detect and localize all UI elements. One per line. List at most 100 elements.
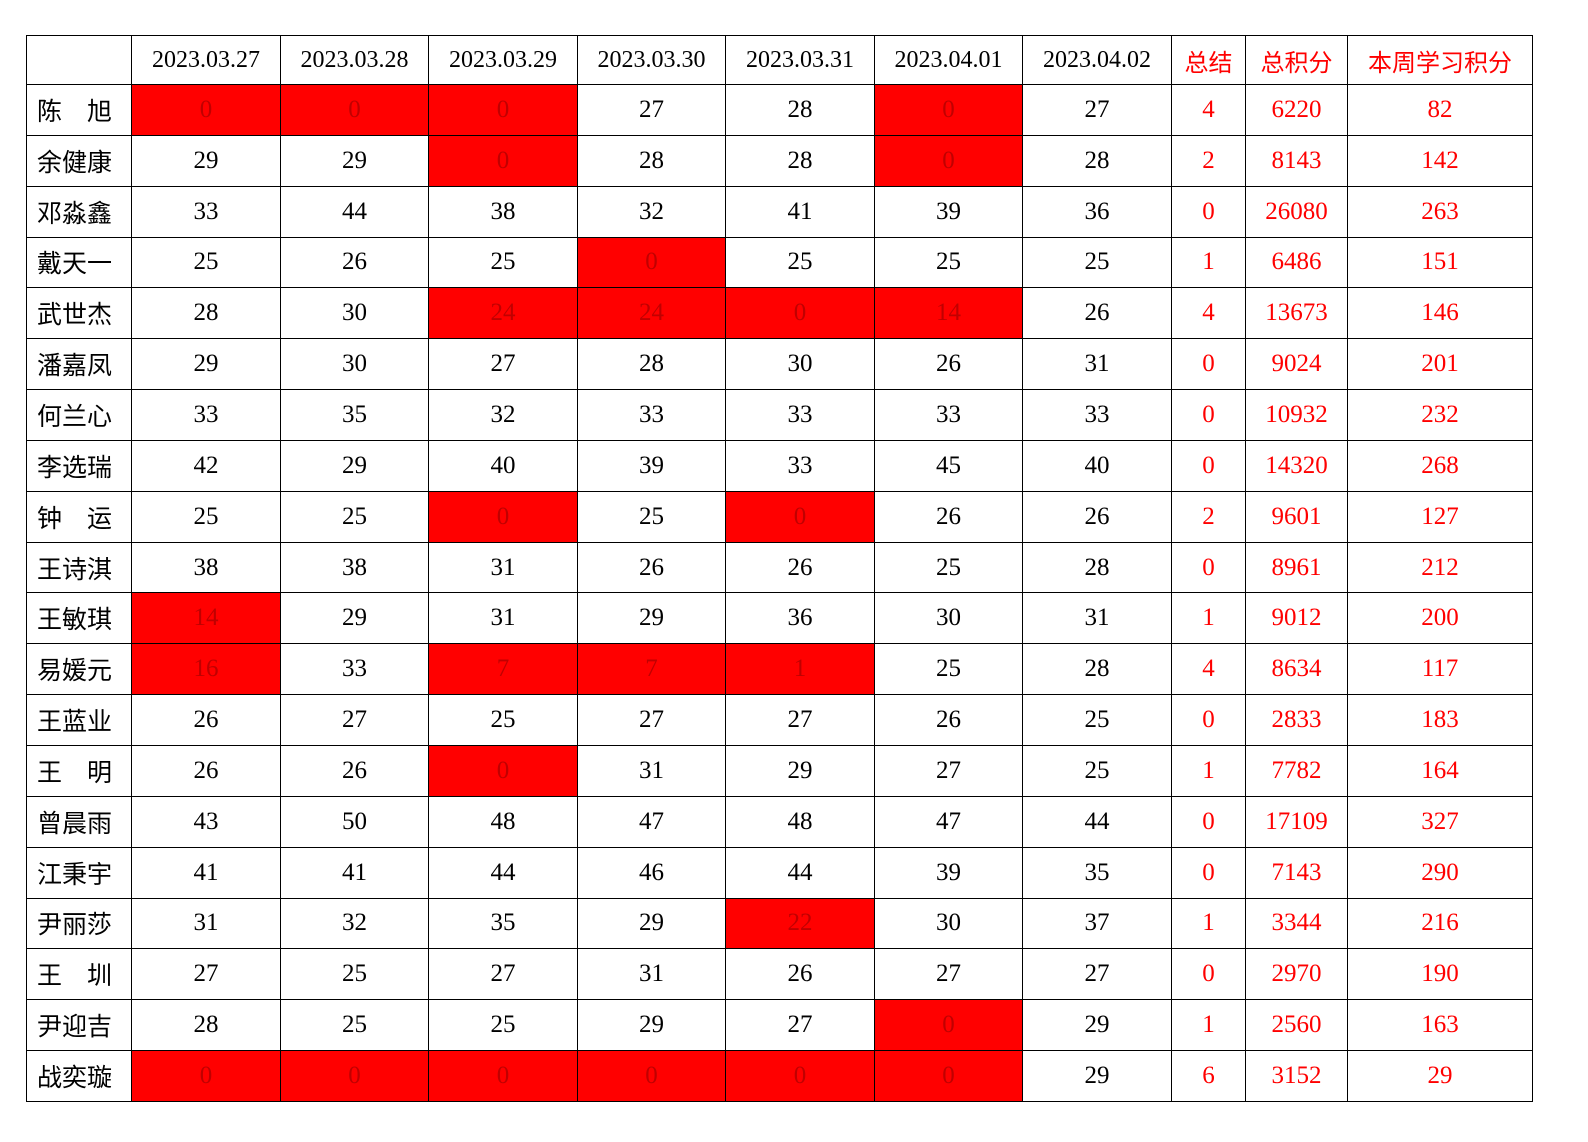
day-cell: 27 [280, 694, 429, 746]
day-cell: 14 [874, 287, 1023, 340]
day-cell: 33 [874, 389, 1023, 441]
day-cell: 26 [725, 541, 875, 594]
day-cell: 7 [577, 643, 726, 696]
day-cell: 25 [131, 236, 281, 289]
day-cell: 0 [131, 1050, 281, 1102]
day-cell: 47 [874, 795, 1023, 848]
weekly-cell: 200 [1347, 592, 1533, 645]
day-cell: 30 [280, 287, 429, 340]
day-cell: 42 [131, 439, 281, 492]
day-cell: 31 [1022, 592, 1172, 645]
day-cell: 25 [577, 490, 726, 543]
summary-cell: 0 [1171, 185, 1246, 238]
day-cell: 0 [874, 84, 1023, 136]
day-cell: 29 [577, 897, 726, 950]
day-cell: 30 [725, 338, 875, 391]
header-cell: 本周学习积分 [1347, 35, 1533, 85]
weekly-cell: 117 [1347, 643, 1533, 696]
data-row: 何兰心 33 35 32 33 33 33 33 0 10932 232 [26, 389, 1533, 441]
day-cell: 48 [725, 795, 875, 848]
weekly-cell: 201 [1347, 338, 1533, 391]
weekly-cell: 29 [1347, 1050, 1533, 1102]
day-cell: 24 [428, 287, 578, 340]
day-cell: 0 [725, 1050, 875, 1102]
day-cell: 0 [428, 84, 578, 136]
day-cell: 0 [577, 1050, 726, 1102]
day-cell: 30 [874, 897, 1023, 950]
summary-cell: 2 [1171, 134, 1246, 187]
day-cell: 0 [428, 490, 578, 543]
weekly-cell: 212 [1347, 541, 1533, 594]
day-cell: 25 [428, 694, 578, 746]
data-row: 武世杰 28 30 24 24 0 14 26 4 13673 146 [26, 287, 1533, 340]
data-row: 王蓝业 26 27 25 27 27 26 25 0 2833 183 [26, 694, 1533, 746]
day-cell: 0 [428, 744, 578, 797]
total-cell: 2560 [1245, 999, 1348, 1052]
day-cell: 39 [577, 439, 726, 492]
day-cell: 36 [725, 592, 875, 645]
day-cell: 31 [1022, 338, 1172, 391]
summary-cell: 0 [1171, 948, 1246, 1001]
data-row: 战奕璇 0 0 0 0 0 0 29 6 3152 29 [26, 1050, 1533, 1102]
day-cell: 27 [1022, 948, 1172, 1001]
weekly-cell: 190 [1347, 948, 1533, 1001]
day-cell: 27 [874, 948, 1023, 1001]
day-cell: 0 [725, 287, 875, 340]
day-cell: 33 [725, 389, 875, 441]
weekly-cell: 146 [1347, 287, 1533, 340]
day-cell: 27 [428, 948, 578, 1001]
name-cell: 何兰心 [26, 389, 132, 441]
summary-cell: 0 [1171, 439, 1246, 492]
header-cell: 2023.03.31 [725, 35, 875, 85]
name-cell: 王诗淇 [26, 541, 132, 594]
day-cell: 29 [280, 134, 429, 187]
data-row: 王 圳 27 25 27 31 26 27 27 0 2970 190 [26, 948, 1533, 1001]
name-cell: 尹迎吉 [26, 999, 132, 1052]
name-cell: 尹丽莎 [26, 897, 132, 950]
total-cell: 9024 [1245, 338, 1348, 391]
data-row: 曾晨雨 43 50 48 47 48 47 44 0 17109 327 [26, 795, 1533, 848]
day-cell: 27 [577, 694, 726, 746]
summary-cell: 0 [1171, 694, 1246, 746]
name-cell: 邓淼鑫 [26, 185, 132, 238]
day-cell: 28 [725, 84, 875, 136]
header-cell: 2023.04.01 [874, 35, 1023, 85]
day-cell: 25 [280, 948, 429, 1001]
day-cell: 26 [131, 694, 281, 746]
day-cell: 0 [874, 134, 1023, 187]
weekly-cell: 164 [1347, 744, 1533, 797]
day-cell: 29 [577, 999, 726, 1052]
total-cell: 2970 [1245, 948, 1348, 1001]
day-cell: 31 [131, 897, 281, 950]
total-cell: 7782 [1245, 744, 1348, 797]
day-cell: 26 [280, 744, 429, 797]
day-cell: 35 [280, 389, 429, 441]
day-cell: 0 [725, 490, 875, 543]
name-cell: 余健康 [26, 134, 132, 187]
name-cell: 王敏琪 [26, 592, 132, 645]
total-cell: 7143 [1245, 846, 1348, 899]
summary-cell: 1 [1171, 236, 1246, 289]
day-cell: 39 [874, 185, 1023, 238]
header-cell: 2023.03.29 [428, 35, 578, 85]
day-cell: 25 [428, 999, 578, 1052]
day-cell: 46 [577, 846, 726, 899]
summary-cell: 4 [1171, 643, 1246, 696]
day-cell: 32 [428, 389, 578, 441]
day-cell: 14 [131, 592, 281, 645]
day-cell: 7 [428, 643, 578, 696]
name-cell: 曾晨雨 [26, 795, 132, 848]
name-cell: 王 明 [26, 744, 132, 797]
summary-cell: 0 [1171, 389, 1246, 441]
day-cell: 40 [1022, 439, 1172, 492]
name-cell: 陈 旭 [26, 84, 132, 136]
weekly-cell: 290 [1347, 846, 1533, 899]
day-cell: 28 [131, 287, 281, 340]
day-cell: 28 [1022, 643, 1172, 696]
total-cell: 17109 [1245, 795, 1348, 848]
day-cell: 28 [577, 134, 726, 187]
day-cell: 25 [874, 643, 1023, 696]
day-cell: 26 [131, 744, 281, 797]
header-cell: 2023.03.27 [131, 35, 281, 85]
day-cell: 32 [280, 897, 429, 950]
